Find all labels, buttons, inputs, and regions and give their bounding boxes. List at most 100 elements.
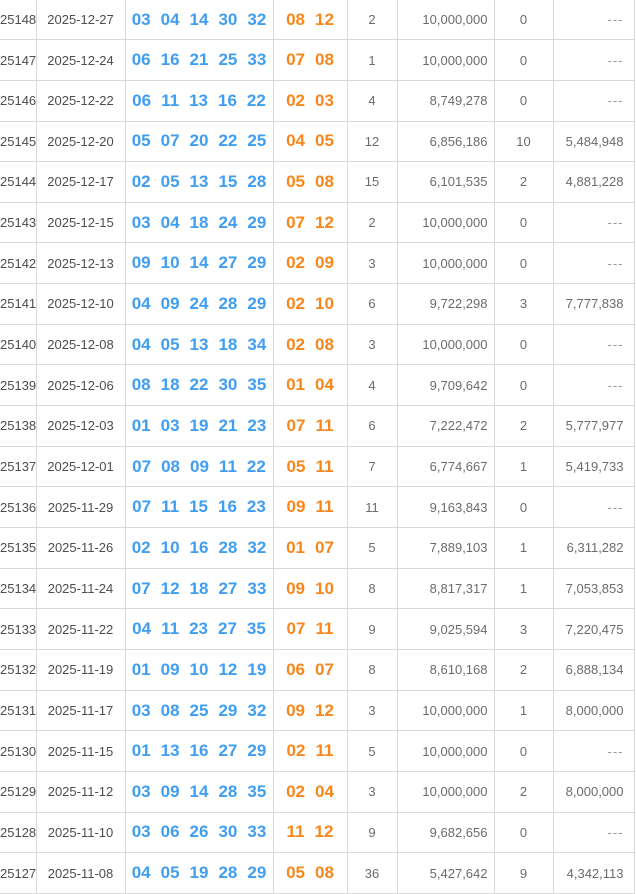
prize1-amount-cell: 10,000,000: [397, 202, 495, 244]
front-number: 09: [160, 659, 180, 679]
prize2-amount-cell: 7,777,838: [553, 283, 635, 325]
prize2-count-cell: 9: [494, 852, 554, 894]
empty-amount-dash: ---: [607, 52, 624, 68]
front-number: 18: [189, 212, 209, 232]
front-number: 27: [218, 741, 238, 761]
date-cell: 2025-11-08: [36, 852, 126, 894]
front-number: 03: [131, 700, 151, 720]
front-number: 24: [189, 293, 209, 313]
front-number: 13: [189, 334, 209, 354]
prize2-amount-cell: 6,888,134: [553, 649, 635, 691]
back-numbers-cell: 02 09: [273, 242, 348, 285]
front-number: 23: [247, 415, 267, 435]
issue-cell: 25135: [0, 527, 37, 569]
date-cell: 2025-12-22: [36, 80, 126, 122]
prize1-count-cell: 9: [347, 812, 398, 854]
front-number: 19: [189, 863, 209, 883]
back-numbers-cell: 02 11: [273, 730, 348, 772]
table-row: 25130 2025-11-15 01 13 16 27 29 02 11 5 10,00…: [0, 730, 635, 772]
back-number: 07: [286, 50, 305, 70]
prize2-count-cell: 0: [494, 0, 554, 41]
date-cell: 2025-11-29: [36, 486, 126, 529]
prize1-count-cell: 7: [347, 446, 398, 488]
back-numbers-cell: 11 12: [273, 812, 348, 854]
front-number: 25: [247, 131, 267, 151]
date-cell: 2025-11-17: [36, 690, 126, 732]
front-number: 04: [131, 293, 151, 313]
date-cell: 2025-12-10: [36, 283, 126, 325]
issue-cell: 25139: [0, 364, 37, 407]
front-number: 15: [218, 171, 238, 191]
front-number: 10: [160, 537, 180, 557]
front-numbers-cell: 03 09 14 28 35: [125, 771, 274, 813]
front-number: 16: [160, 50, 180, 70]
front-number: 28: [218, 293, 238, 313]
front-number: 29: [247, 863, 267, 883]
front-numbers-cell: 04 11 23 27 35: [125, 608, 274, 651]
front-number: 08: [160, 700, 180, 720]
prize1-amount-cell: 6,856,186: [397, 121, 495, 163]
back-number: 02: [286, 781, 305, 801]
front-number: 11: [161, 90, 180, 110]
prize2-count-cell: 0: [494, 202, 554, 244]
prize2-count-cell: 0: [494, 80, 554, 122]
prize1-amount-cell: 8,610,168: [397, 649, 495, 691]
front-numbers-cell: 07 08 09 11 22: [125, 446, 274, 488]
back-number: 08: [315, 863, 334, 883]
front-number: 08: [131, 375, 151, 395]
issue-cell: 25137: [0, 446, 37, 488]
front-number: 12: [218, 659, 238, 679]
front-numbers-cell: 04 09 24 28 29: [125, 283, 274, 325]
back-numbers-cell: 05 11: [273, 446, 348, 488]
issue-cell: 25145: [0, 121, 37, 163]
date-cell: 2025-12-27: [36, 0, 126, 41]
back-number: 12: [315, 212, 334, 232]
prize1-amount-cell: 10,000,000: [397, 690, 495, 732]
back-number: 06: [286, 659, 305, 679]
empty-amount-dash: ---: [607, 743, 624, 759]
front-number: 27: [217, 619, 237, 639]
back-numbers-cell: 02 03: [273, 80, 348, 122]
prize2-count-cell: 0: [494, 324, 554, 366]
front-number: 09: [160, 781, 180, 801]
front-number: 05: [160, 334, 180, 354]
front-number: 29: [247, 741, 267, 761]
issue-cell: 25140: [0, 324, 37, 366]
table-row: 25129 2025-11-12 03 09 14 28 35 02 04 3 10,00…: [0, 771, 635, 813]
back-number: 02: [286, 334, 305, 354]
back-number: 02: [286, 741, 306, 761]
prize1-amount-cell: 7,889,103: [397, 527, 495, 569]
prize2-amount-cell: 5,419,733: [553, 446, 635, 488]
prize2-amount-cell: ---: [553, 242, 635, 285]
front-number: 02: [131, 537, 151, 557]
front-number: 03: [160, 415, 180, 435]
front-number: 11: [161, 497, 180, 517]
table-row: 25131 2025-11-17 03 08 25 29 32 09 12 3 10,00…: [0, 690, 635, 732]
front-number: 09: [160, 293, 180, 313]
front-numbers-cell: 09 10 14 27 29: [125, 242, 274, 285]
back-number: 11: [315, 619, 334, 639]
date-cell: 2025-12-06: [36, 364, 126, 407]
back-number: 03: [315, 90, 334, 110]
back-number: 12: [314, 822, 334, 842]
table-row: 25136 2025-11-29 07 11 15 16 23 09 11 11 9,16…: [0, 486, 635, 529]
front-number: 22: [189, 375, 209, 395]
back-numbers-cell: 07 08: [273, 39, 348, 81]
front-number: 10: [160, 253, 180, 273]
front-number: 01: [131, 415, 151, 435]
back-numbers-cell: 07 12: [273, 202, 348, 244]
front-number: 33: [247, 50, 267, 70]
prize1-count-cell: 8: [347, 568, 398, 610]
prize2-count-cell: 1: [494, 446, 554, 488]
issue-cell: 25141: [0, 283, 37, 325]
back-numbers-cell: 01 04: [273, 364, 348, 407]
back-numbers-cell: 02 04: [273, 771, 348, 813]
prize1-count-cell: 36: [347, 852, 398, 894]
table-row: 25148 2025-12-27 03 04 14 30 32 08 12 2 10,00…: [0, 0, 635, 41]
prize2-count-cell: 1: [494, 568, 554, 610]
empty-amount-dash: ---: [607, 337, 624, 353]
prize1-count-cell: 5: [347, 730, 398, 772]
front-number: 22: [246, 90, 266, 110]
